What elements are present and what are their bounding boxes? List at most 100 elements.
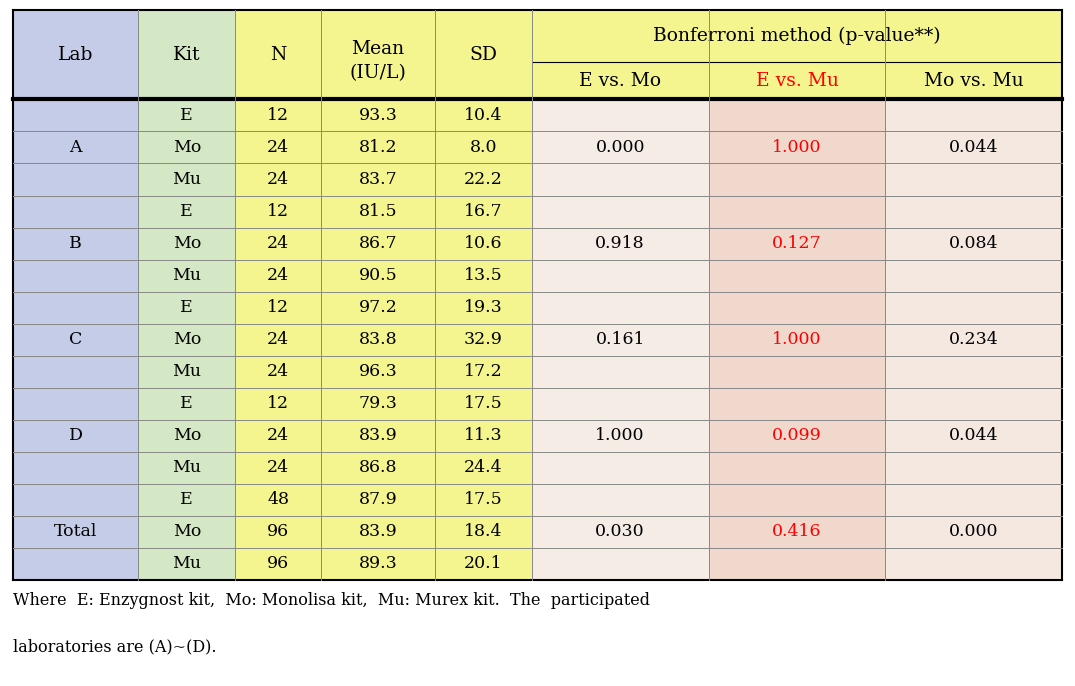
Bar <box>139 324 235 355</box>
Bar <box>886 547 1062 580</box>
Text: E: E <box>181 491 194 508</box>
Text: N: N <box>270 46 286 64</box>
Bar <box>320 547 435 580</box>
Text: E vs. Mu: E vs. Mu <box>756 71 838 90</box>
Bar <box>235 292 320 324</box>
Bar <box>708 228 886 259</box>
Bar <box>235 451 320 484</box>
Text: Mu: Mu <box>172 171 201 188</box>
Bar <box>886 484 1062 516</box>
Text: 18.4: 18.4 <box>464 523 503 540</box>
Text: 0.044: 0.044 <box>949 139 999 156</box>
Text: Total: Total <box>54 523 98 540</box>
Text: 0.000: 0.000 <box>949 523 999 540</box>
Bar <box>320 10 435 99</box>
Bar <box>139 196 235 228</box>
Text: Mean: Mean <box>352 40 404 58</box>
Text: E vs. Mo: E vs. Mo <box>579 71 661 90</box>
Text: 20.1: 20.1 <box>464 555 503 572</box>
Bar <box>320 420 435 451</box>
Text: 97.2: 97.2 <box>358 299 398 316</box>
Bar <box>708 62 886 99</box>
Bar <box>139 355 235 388</box>
Bar <box>139 451 235 484</box>
Text: E: E <box>181 107 194 124</box>
Bar <box>139 547 235 580</box>
Bar <box>708 484 886 516</box>
Bar <box>139 10 235 99</box>
Bar <box>13 163 139 196</box>
Bar <box>139 228 235 259</box>
Text: 83.9: 83.9 <box>358 427 398 444</box>
Bar <box>13 324 139 355</box>
Bar <box>13 10 139 99</box>
Text: Lab: Lab <box>58 46 94 64</box>
Bar <box>886 420 1062 451</box>
Text: 96: 96 <box>267 555 289 572</box>
Bar <box>13 451 139 484</box>
Text: laboratories are (A)~(D).: laboratories are (A)~(D). <box>13 639 216 656</box>
Text: 32.9: 32.9 <box>464 331 503 348</box>
Bar <box>139 99 235 132</box>
Bar <box>320 132 435 163</box>
Bar <box>708 292 886 324</box>
Bar <box>13 516 139 547</box>
Bar <box>235 388 320 420</box>
Text: 0.099: 0.099 <box>772 427 821 444</box>
Bar <box>235 196 320 228</box>
Text: 96.3: 96.3 <box>358 363 398 380</box>
Bar <box>435 292 532 324</box>
Bar <box>13 547 139 580</box>
Text: 13.5: 13.5 <box>464 267 503 284</box>
Text: 24: 24 <box>267 331 289 348</box>
Bar <box>320 196 435 228</box>
Bar <box>532 259 708 292</box>
Text: 17.2: 17.2 <box>464 363 503 380</box>
Bar <box>235 228 320 259</box>
Bar <box>235 132 320 163</box>
Text: 0.918: 0.918 <box>596 235 645 252</box>
Bar <box>708 355 886 388</box>
Bar <box>886 451 1062 484</box>
Bar <box>532 420 708 451</box>
Bar <box>13 355 139 388</box>
Text: 83.9: 83.9 <box>358 523 398 540</box>
Text: 24: 24 <box>267 139 289 156</box>
Bar <box>708 259 886 292</box>
Bar <box>320 451 435 484</box>
Bar <box>532 388 708 420</box>
Text: 87.9: 87.9 <box>358 491 398 508</box>
Text: 86.7: 86.7 <box>359 235 397 252</box>
Bar <box>235 163 320 196</box>
Bar <box>886 324 1062 355</box>
Bar <box>235 420 320 451</box>
Bar <box>13 388 139 420</box>
Text: 90.5: 90.5 <box>358 267 398 284</box>
Bar <box>320 292 435 324</box>
Bar <box>886 163 1062 196</box>
Bar <box>13 228 139 259</box>
Bar <box>708 132 886 163</box>
Bar <box>235 547 320 580</box>
Text: SD: SD <box>470 46 498 64</box>
Text: Mu: Mu <box>172 363 201 380</box>
Bar <box>13 259 139 292</box>
Bar <box>13 132 139 163</box>
Text: 8.0: 8.0 <box>470 139 497 156</box>
Bar <box>886 99 1062 132</box>
Bar <box>320 163 435 196</box>
Text: E: E <box>181 203 194 220</box>
Bar <box>886 516 1062 547</box>
Text: 12: 12 <box>267 395 289 412</box>
Text: Mu: Mu <box>172 459 201 476</box>
Text: 48: 48 <box>267 491 289 508</box>
Text: 17.5: 17.5 <box>464 491 503 508</box>
Text: 93.3: 93.3 <box>358 107 398 124</box>
Bar <box>532 132 708 163</box>
Text: 81.2: 81.2 <box>359 139 397 156</box>
Bar <box>886 259 1062 292</box>
Text: 16.7: 16.7 <box>464 203 503 220</box>
Text: 22.2: 22.2 <box>464 171 503 188</box>
Bar <box>435 259 532 292</box>
Bar <box>886 355 1062 388</box>
